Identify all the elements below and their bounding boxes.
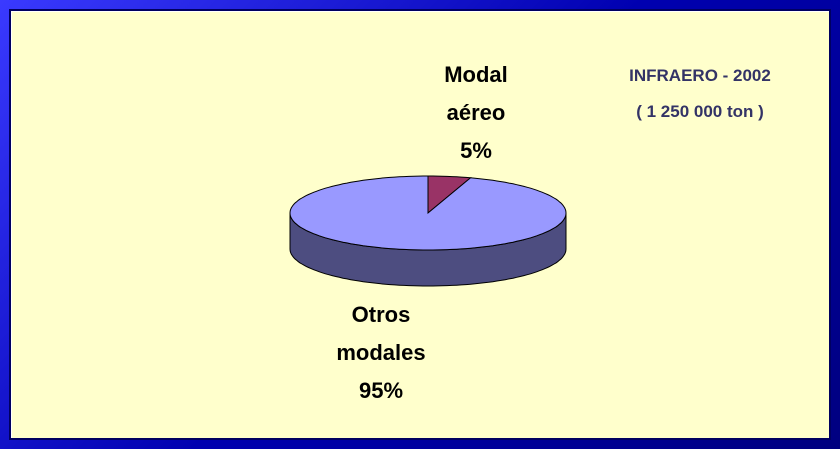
slice-label: Otros modales	[336, 302, 426, 365]
slice-value-label: 5%	[460, 138, 492, 163]
slice-label: Modal aéreo	[444, 62, 508, 125]
slice-value-label: 95%	[358, 378, 404, 403]
chart-subtitle: ( 1 250 000 ton )	[636, 102, 764, 121]
chart-title: INFRAERO - 2002	[629, 66, 771, 85]
slice	[289, 175, 567, 251]
